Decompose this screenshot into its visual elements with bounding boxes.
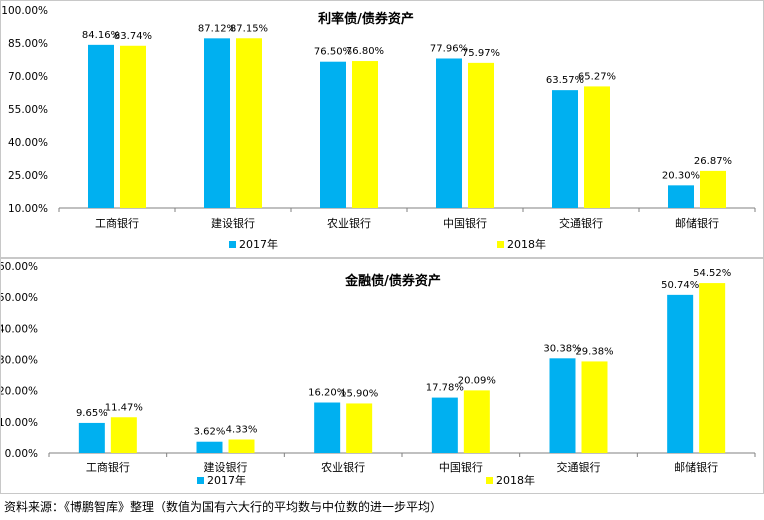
y-tick-label: 25.00% [8,170,48,182]
chart-panel-financial-bonds: 金融债/债券资产 0.00% 10.00% 20.00% 30.00% 40.00% 50.… [0,258,764,494]
data-label: 75.97% [462,48,500,59]
bar-2017 [549,358,576,453]
y-tick-label: 100.00% [1,5,48,17]
data-label: 76.50% [314,47,352,58]
y-tick-label: 60.00% [1,261,38,273]
y-tick-label: 10.00% [8,203,48,215]
x-tick-label: 邮储银行 [675,216,719,230]
bar-2018 [700,170,726,208]
x-tick-label: 农业银行 [321,460,365,474]
data-label: 9.65% [76,408,108,419]
bar-2017 [320,61,346,209]
bar-2017 [78,422,105,453]
bar-2018 [584,86,610,208]
bar-2018 [236,38,262,208]
legend-label: 2018年 [496,473,535,487]
data-label: 76.80% [346,46,384,57]
data-label: 20.09% [458,375,496,386]
bar-2018 [110,417,137,453]
bar-2018 [699,283,726,453]
data-label: 50.74% [661,280,699,291]
y-tick-label: 85.00% [8,38,48,50]
bar-2017 [88,44,114,209]
bar-2017 [314,402,341,453]
bar-2018 [463,390,490,453]
y-tick-label: 10.00% [1,417,38,429]
bar-2017 [204,38,230,208]
y-tick-label: 30.00% [1,355,38,367]
x-tick-label: 工商银行 [95,216,139,230]
data-label: 65.27% [578,71,616,82]
data-label: 30.38% [543,343,581,354]
bar-2017 [431,397,458,453]
data-label: 3.62% [194,427,226,438]
data-label: 63.57% [546,75,584,86]
source-note: 资料来源：《博鹏智库》整理（数值为国有六大行的平均数与中位数的进一步平均） [4,500,443,514]
bar-2018 [120,45,146,208]
data-label: 87.12% [198,23,236,34]
x-tick-label: 交通银行 [559,216,603,230]
bar-2018 [468,62,494,209]
bar-2018 [581,361,608,453]
x-tick-label: 工商银行 [86,460,130,474]
data-label: 84.16% [82,30,120,41]
chart-title: 利率债/债券资产 [318,11,414,27]
legend-swatch-2017 [197,477,204,484]
y-tick-label: 55.00% [8,104,48,116]
bar-2017 [196,441,223,453]
data-label: 11.47% [105,402,143,413]
bar-2017 [552,90,578,208]
data-label: 16.20% [308,388,346,399]
data-label: 87.15% [230,23,268,34]
data-label: 20.30% [662,170,700,181]
x-tick-label: 建设银行 [204,460,248,474]
data-label: 54.52% [693,268,731,279]
bar-2017 [436,58,462,208]
chart-financial-bonds-svg: 金融债/债券资产 0.00% 10.00% 20.00% 30.00% 40.00% 50.… [1,261,756,487]
data-label: 17.78% [426,383,464,394]
x-tick-label: 交通银行 [557,460,601,474]
x-tick-label: 中国银行 [443,216,487,230]
legend-label: 2017年 [207,473,246,487]
y-tick-label: 0.00% [5,448,38,460]
y-tick-label: 40.00% [1,323,38,335]
y-tick-label: 40.00% [8,137,48,149]
legend-swatch-2017 [229,241,236,248]
data-label: 29.38% [575,346,613,357]
chart-title: 金融债/债券资产 [344,273,441,289]
bar-2017 [668,185,694,208]
x-tick-label: 建设银行 [211,216,255,230]
legend-label: 2018年 [507,237,546,251]
data-label: 26.87% [694,156,732,167]
data-label: 15.90% [340,388,378,399]
legend-label: 2017年 [239,237,278,251]
y-tick-label: 50.00% [1,292,38,304]
chart-panel-rate-bonds: 利率债/债券资产 10.00% 25.00% 40.00% 55.00% 70.00% 85… [0,0,764,258]
x-tick-label: 邮储银行 [674,460,718,474]
data-label: 4.33% [226,425,258,436]
data-label: 77.96% [430,43,468,54]
chart-rate-bonds-svg: 利率债/债券资产 10.00% 25.00% 40.00% 55.00% 70.00% 85… [1,5,756,251]
legend-swatch-2018 [486,477,493,484]
bar-2018 [228,439,255,453]
y-tick-label: 70.00% [8,71,48,83]
bar-2018 [352,61,378,208]
bar-2017 [667,294,694,453]
y-tick-label: 20.00% [1,386,38,398]
data-label: 83.74% [114,31,152,42]
x-tick-label: 中国银行 [439,460,483,474]
legend-swatch-2018 [497,241,504,248]
x-tick-label: 农业银行 [327,216,371,230]
bar-2018 [346,403,373,453]
